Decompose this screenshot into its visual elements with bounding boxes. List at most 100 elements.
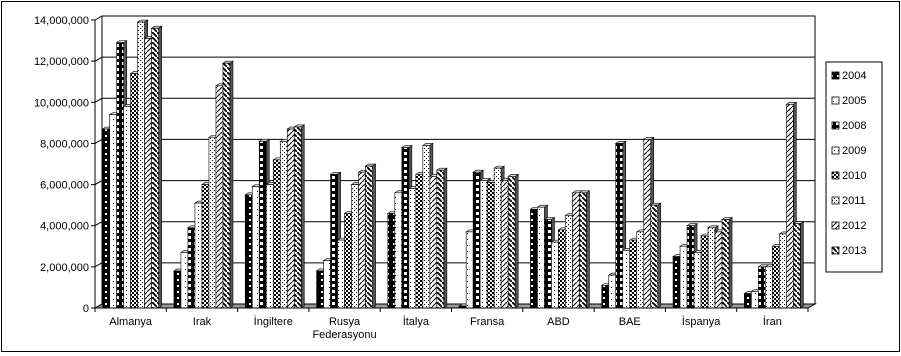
bar-front [173,270,182,309]
bar-front [530,208,538,309]
bar-side [372,163,376,309]
bar-front [786,104,794,309]
legend-label: 2013 [842,245,866,257]
bar-front [714,231,723,309]
bar-front [208,136,217,309]
bar-front [422,145,431,309]
bar-front [330,173,338,309]
legend-swatch [831,196,840,205]
bar-front [415,173,424,309]
bar-front [486,182,495,309]
bar-front [672,256,681,309]
gridline-side [94,138,103,144]
bar-side [514,173,519,309]
bar-front [408,188,417,309]
y-tick-label: 8,000,000 [40,138,89,150]
legend-label: 2008 [842,120,866,132]
bar-front [222,62,231,309]
bar [150,25,163,309]
gridline-side [94,262,103,268]
bar-front [187,227,196,309]
bar-front [615,143,624,309]
y-tick-label: 14,000,000 [34,15,89,27]
legend-label: 2011 [842,195,866,207]
bar-side [300,124,305,309]
legend-swatch [831,146,840,155]
bar-front [286,128,295,309]
bar-front [436,169,445,309]
bar [221,60,234,309]
bar-side [800,221,804,309]
bar [792,221,805,309]
y-tick-label: 2,000,000 [40,262,89,274]
bar-front [429,176,438,309]
bar-front [201,184,210,309]
bar-front [293,126,302,309]
bar-front [123,106,131,309]
bar-front [479,180,488,309]
gridline-side [94,303,103,309]
legend-swatch [831,71,840,80]
legend-label: 2004 [842,70,866,82]
bar-side [586,190,590,309]
y-tick-label: 12,000,000 [34,56,89,68]
bar-front [643,139,652,309]
gridline-side [94,97,103,103]
gridline-side [94,15,103,21]
x-category-label: İspanya [682,315,721,328]
bar-front [751,291,759,309]
bar-front [265,184,274,309]
bar-front [258,141,267,309]
x-category-label: ABD [547,316,570,328]
bar-front [401,147,410,309]
bar-front [608,274,617,309]
bar-front [251,186,260,309]
bar-front [744,293,752,309]
bar-front [500,180,509,309]
bar-front [558,229,566,309]
bar-front [102,128,110,309]
x-category-label: Fransa [470,316,505,328]
x-category-label: Federasyonu [312,329,376,341]
bar-front [151,27,159,309]
bar-side [657,202,662,309]
bar-front [622,250,631,309]
bar-front [721,219,730,309]
gridline-side [94,180,103,186]
bar-front [316,270,324,309]
bar-front [137,21,145,309]
bar-front [537,206,545,309]
bar-front [351,184,359,309]
bar-front [109,114,117,309]
bar [649,202,662,309]
bar-front [323,260,331,309]
bar [507,173,520,309]
bar-front [279,141,288,309]
y-tick-label: 0 [83,303,89,315]
bar-front [572,192,580,309]
legend-swatch [831,246,840,255]
bar-front [465,231,474,309]
bar [578,190,591,309]
bar-front [686,225,695,309]
bar-front [772,245,780,309]
bar-front [650,204,659,309]
legend-swatch [831,121,840,130]
y-tick-label: 10,000,000 [34,97,89,109]
bar-front [693,252,702,309]
bar-front [493,167,502,309]
x-category-label: Irak [193,316,212,328]
bar-front [507,176,516,309]
legend-label: 2012 [842,220,866,232]
bar-front [180,252,189,309]
bar [721,216,734,309]
bar-front [116,42,124,309]
bar [364,163,377,309]
bar-side [158,25,162,309]
bar-front [194,202,203,309]
bar-front [758,266,766,309]
legend [825,61,883,273]
bar-front [629,239,638,309]
legend-swatch [831,96,840,105]
